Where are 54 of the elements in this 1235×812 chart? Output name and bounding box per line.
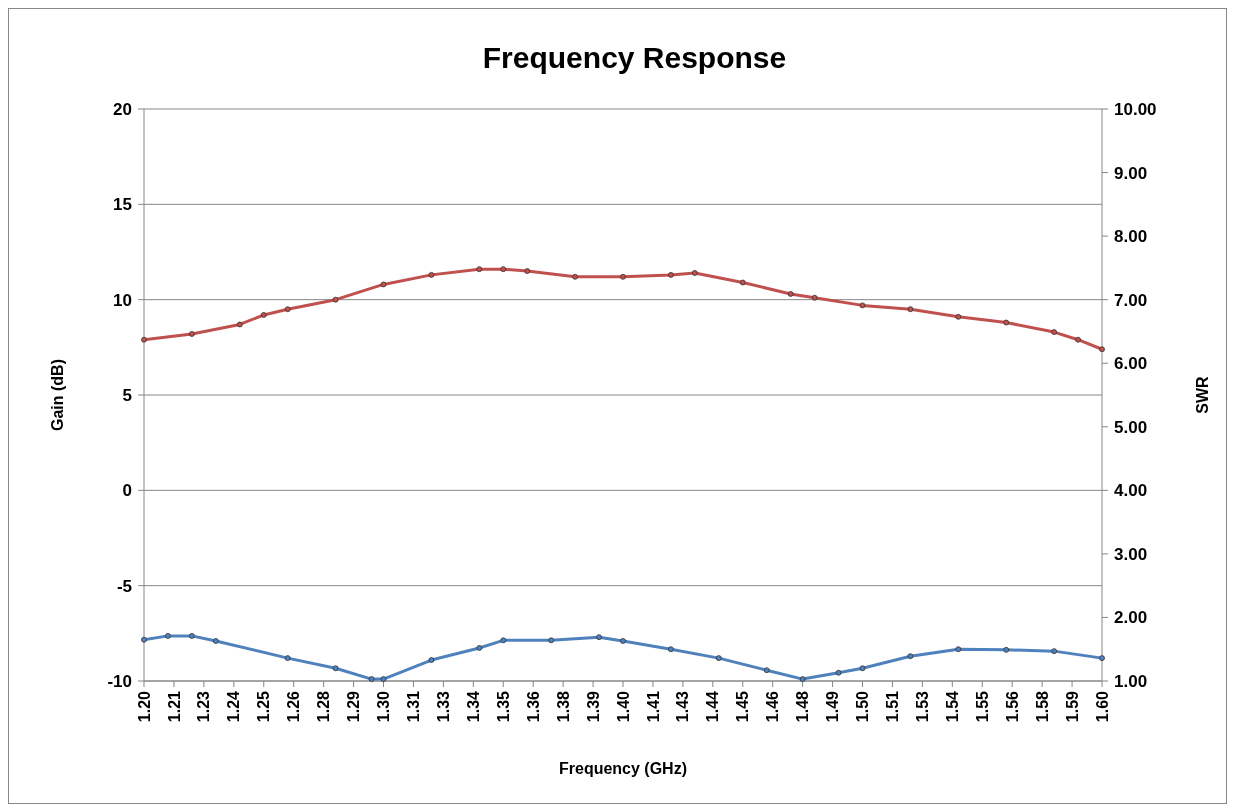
x-tick-label: 1.56: [1003, 690, 1021, 723]
y2-tick-label: 6.00: [1114, 354, 1148, 374]
x-axis-title: Frequency (GHz): [558, 760, 688, 777]
y2-tick-label: 9.00: [1114, 163, 1148, 183]
y2-axis-title: SWR: [1194, 375, 1211, 414]
y2-tick-label: 8.00: [1114, 227, 1148, 247]
x-tick-label: 1.45: [734, 690, 752, 723]
x-tick-label: 1.23: [195, 690, 213, 723]
y2-tick-label: 3.00: [1114, 544, 1148, 564]
x-tick-label: 1.33: [434, 690, 452, 723]
x-tick-label: 1.51: [884, 690, 902, 723]
x-tick-label: 1.49: [824, 690, 842, 723]
x-tick-label: 1.43: [674, 690, 692, 723]
x-tick-label: 1.34: [464, 690, 482, 723]
y2-tick-label: 2.00: [1114, 608, 1148, 628]
x-tick-label: 1.59: [1063, 690, 1081, 723]
x-tick-label: 1.26: [285, 690, 303, 723]
x-tick-label: 1.24: [225, 690, 243, 723]
y-axis-title: Gain (dB): [49, 359, 66, 431]
y2-tick-label: 5.00: [1114, 417, 1148, 437]
x-tick-label: 1.40: [614, 690, 632, 723]
x-tick-label: 1.20: [135, 690, 153, 723]
y2-tick-label: 1.00: [1114, 671, 1148, 691]
y-tick-label: -5: [116, 576, 132, 596]
x-tick-label: 1.54: [943, 690, 961, 723]
x-tick-label: 1.53: [913, 690, 931, 723]
x-tick-label: 1.60: [1093, 690, 1111, 723]
x-tick-label: 1.39: [584, 690, 602, 723]
y2-tick-label: 4.00: [1114, 481, 1148, 501]
y-tick-label: 20: [113, 99, 132, 119]
x-tick-label: 1.46: [764, 690, 782, 723]
y-tick-label: 15: [113, 195, 132, 215]
y2-tick-label: 7.00: [1114, 290, 1148, 310]
x-tick-label: 1.58: [1033, 690, 1051, 723]
x-tick-label: 1.55: [973, 690, 991, 723]
x-tick-label: 1.35: [494, 690, 512, 723]
x-tick-label: 1.25: [255, 690, 273, 723]
x-tick-label: 1.50: [854, 690, 872, 723]
x-tick-label: 1.41: [644, 690, 662, 723]
x-tick-label: 1.28: [315, 690, 333, 723]
y-tick-label: -10: [107, 671, 132, 691]
y2-tick-label: 10.00: [1114, 99, 1157, 119]
x-tick-label: 1.31: [405, 690, 423, 723]
x-tick-label: 1.36: [524, 690, 542, 723]
x-tick-label: 1.21: [165, 690, 183, 723]
x-tick-label: 1.29: [345, 690, 363, 723]
y-tick-label: 0: [122, 481, 132, 501]
x-tick-label: 1.44: [704, 690, 722, 723]
x-tick-label: 1.38: [554, 690, 572, 723]
y-tick-label: 5: [122, 385, 132, 405]
chart-title: Frequency Response: [482, 41, 787, 74]
x-tick-label: 1.30: [375, 690, 393, 723]
x-tick-label: 1.48: [794, 690, 812, 723]
y-tick-label: 10: [113, 290, 132, 310]
